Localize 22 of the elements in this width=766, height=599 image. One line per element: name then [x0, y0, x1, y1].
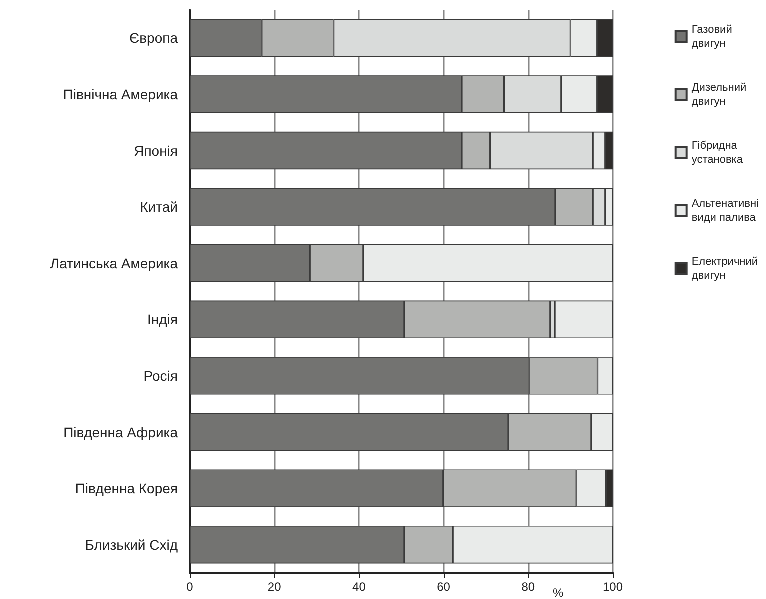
- x-tick-label: 20: [268, 580, 282, 594]
- y-tick-label: Південна Африка: [64, 424, 178, 440]
- y-tick-label: Європа: [130, 30, 178, 46]
- legend-label: Електричний двигун: [692, 256, 758, 282]
- x-axis-title: %: [553, 586, 564, 599]
- legend-label: Альтенативні види палива: [692, 198, 759, 224]
- y-tick-label: Південна Корея: [75, 480, 178, 497]
- x-tick-label: 40: [352, 580, 366, 594]
- x-tick-label: 0: [186, 580, 194, 594]
- legend-label: Гібридна установка: [692, 140, 744, 166]
- y-tick-label: Індія: [148, 312, 178, 328]
- y-tick-label: Китай: [140, 199, 178, 216]
- legend-label: Дизельний двигун: [692, 82, 747, 108]
- y-tick-label: Близький Схід: [85, 536, 178, 553]
- y-tick-label: Північна Америка: [63, 86, 178, 102]
- x-tick-label: 60: [437, 580, 451, 594]
- y-tick-label: Японія: [134, 142, 178, 159]
- x-tick-label: 100: [602, 580, 624, 594]
- y-tick-label: Латинська Америка: [50, 255, 178, 272]
- y-tick-label: Росія: [144, 368, 178, 384]
- x-tick-label: 80: [522, 580, 536, 594]
- legend-label: Газовий двигун: [692, 24, 732, 50]
